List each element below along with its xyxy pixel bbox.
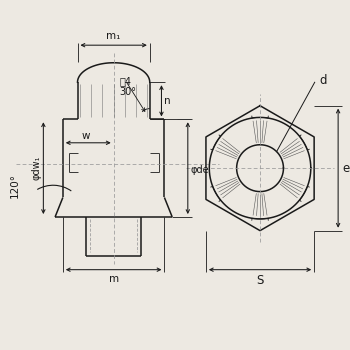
Text: e: e <box>342 162 349 175</box>
Text: φde: φde <box>191 165 209 175</box>
Text: S: S <box>256 274 264 287</box>
Text: m: m <box>108 274 119 284</box>
Text: d: d <box>320 74 327 87</box>
Text: φdw₁: φdw₁ <box>32 156 41 180</box>
Text: n: n <box>164 96 171 106</box>
Text: 約4
30°: 約4 30° <box>119 76 136 97</box>
Text: m₁: m₁ <box>106 31 121 41</box>
Text: w: w <box>82 131 91 141</box>
Text: 120°: 120° <box>10 173 20 198</box>
